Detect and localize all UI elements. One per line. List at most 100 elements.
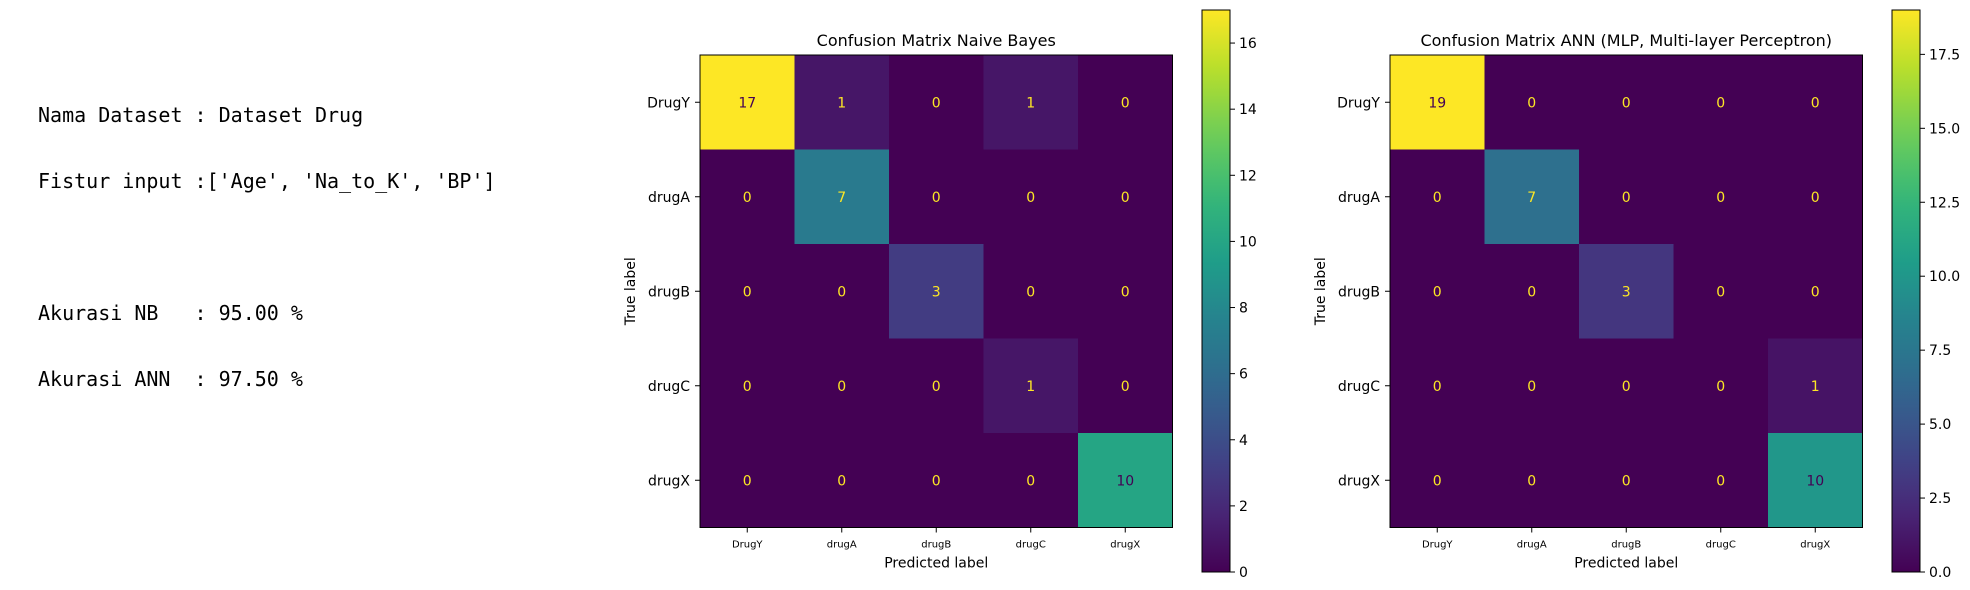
- cell-value-label: 0: [1527, 95, 1536, 111]
- matrix-cell: [794, 244, 890, 339]
- cell-value-label: 0: [932, 473, 941, 489]
- colorbar-tick-label: 17.5: [1929, 47, 1960, 63]
- matrix-cell: [983, 338, 1079, 434]
- cell-value-label: 0: [743, 473, 752, 489]
- matrix-cell: [794, 433, 890, 528]
- cell-value-label: 3: [932, 284, 941, 300]
- x-tick-label: drugB: [921, 540, 951, 551]
- matrix-cell: [1078, 55, 1173, 150]
- matrix-cell: [1673, 244, 1769, 339]
- cell-value-label: 0: [837, 284, 846, 300]
- cell-value-label: 0: [1527, 379, 1536, 395]
- matrix-cell: [1768, 433, 1863, 528]
- colorbar-tick-label: 14: [1239, 102, 1257, 118]
- cell-value-label: 0: [1716, 284, 1725, 300]
- cell-value-label: 1: [1026, 379, 1035, 395]
- matrix-cell: [1390, 149, 1485, 245]
- cell-value-label: 0: [932, 190, 941, 206]
- colorbar-gradient: [1891, 9, 1921, 573]
- matrix-cell: [1673, 433, 1769, 528]
- matrix-cell: [889, 55, 984, 150]
- matrix-cell: [1484, 55, 1580, 150]
- matrix-cell: [1078, 149, 1173, 245]
- colorbar-tick-label: 5.0: [1929, 417, 1951, 433]
- y-tick-label: drugB: [1338, 284, 1380, 300]
- matrix-cell: [1579, 55, 1674, 150]
- matrix-cell: [983, 55, 1079, 150]
- colorbar-tick-label: 16: [1239, 36, 1257, 52]
- cell-value-label: 0: [1716, 95, 1725, 111]
- cell-value-label: 0: [1433, 473, 1442, 489]
- cell-value-label: 0: [1622, 190, 1631, 206]
- colorbar-tick-label: 7.5: [1929, 343, 1951, 359]
- x-axis-label: Predicted label: [884, 556, 988, 572]
- x-tick-label: DrugY: [732, 540, 763, 551]
- colorbar-tick-label: 8: [1239, 301, 1248, 317]
- cell-value-label: 0: [1622, 95, 1631, 111]
- cell-value-label: 10: [1806, 473, 1824, 489]
- colorbar: 0.0 2.5 5.0 7.5 10.0 12.5 15.0 17.5: [1891, 9, 1960, 581]
- accuracy-nb-line: Akurasi NB : 95.00 %: [38, 301, 303, 325]
- matrix-cell: [1484, 244, 1580, 339]
- info-panel: Nama Dataset : Dataset Drug Fistur input…: [38, 60, 496, 412]
- colorbar-tick-label: 12.5: [1929, 195, 1960, 211]
- matrix-cell: [889, 338, 984, 434]
- cell-value-label: 17: [738, 95, 756, 111]
- matrix-cell: [1078, 338, 1173, 434]
- cell-value-label: 0: [1026, 284, 1035, 300]
- colorbar-tick-label: 2: [1239, 499, 1248, 515]
- dataset-line: Nama Dataset : Dataset Drug: [38, 103, 364, 127]
- y-axis-label: True label: [1313, 257, 1329, 326]
- cell-value-label: 0: [1716, 473, 1725, 489]
- cell-value-label: 0: [1527, 473, 1536, 489]
- cell-value-label: 19: [1428, 95, 1446, 111]
- matrix-cell: [983, 149, 1079, 245]
- accuracy-ann-line: Akurasi ANN : 97.50 %: [38, 367, 303, 391]
- cell-value-label: 0: [1121, 379, 1130, 395]
- cell-value-label: 0: [1121, 190, 1130, 206]
- cell-value-label: 0: [1026, 190, 1035, 206]
- y-tick-label: DrugY: [647, 95, 690, 111]
- cell-value-label: 0: [743, 284, 752, 300]
- x-tick-label: drugA: [1517, 540, 1547, 551]
- colorbar-tick-label: 12: [1239, 168, 1257, 184]
- matrix-cell: [1484, 433, 1580, 528]
- x-tick-label: drugX: [1110, 540, 1140, 551]
- y-axis-label: True label: [623, 257, 639, 326]
- cell-value-label: 1: [1026, 95, 1035, 111]
- matrix-cell: [1484, 338, 1580, 434]
- x-tick-label: drugA: [827, 540, 857, 551]
- cell-value-label: 0: [743, 379, 752, 395]
- features-line: Fistur input :['Age', 'Na_to_K', 'BP']: [38, 169, 496, 193]
- x-tick-label: DrugY: [1422, 540, 1453, 551]
- y-tick-label: DrugY: [1337, 95, 1380, 111]
- cell-value-label: 0: [1433, 284, 1442, 300]
- colorbar-tick-label: 6: [1239, 367, 1248, 383]
- chart-title: Confusion Matrix Naive Bayes: [817, 31, 1056, 50]
- cell-value-label: 1: [837, 95, 846, 111]
- matrix-cell: [1768, 244, 1863, 339]
- matrix-cell: [1078, 433, 1173, 528]
- matrix-cell: [794, 149, 890, 245]
- cell-value-label: 0: [837, 379, 846, 395]
- cell-value-label: 0: [1811, 95, 1820, 111]
- y-tick-label: drugA: [648, 190, 690, 206]
- cell-value-label: 0: [1121, 95, 1130, 111]
- chart-title: Confusion Matrix ANN (MLP, Multi-layer P…: [1420, 31, 1832, 50]
- matrix-cell: [1390, 338, 1485, 434]
- matrix-cell: [700, 433, 795, 528]
- x-tick-label: drugX: [1800, 540, 1830, 551]
- matrix-cell: [1579, 338, 1674, 434]
- matrix-cell: [1673, 338, 1769, 434]
- matrix-cell: [700, 244, 795, 339]
- cell-value-label: 0: [1527, 284, 1536, 300]
- y-tick-label: drugX: [1338, 473, 1380, 489]
- cell-value-label: 0: [932, 379, 941, 395]
- matrix-cell: [700, 149, 795, 245]
- matrix-cell: [794, 55, 890, 150]
- cell-value-label: 3: [1622, 284, 1631, 300]
- matrix-cell: [889, 244, 984, 339]
- colorbar: 0 2 4 6 8 10 12 14 16: [1201, 9, 1257, 581]
- matrix-cell: [1484, 149, 1580, 245]
